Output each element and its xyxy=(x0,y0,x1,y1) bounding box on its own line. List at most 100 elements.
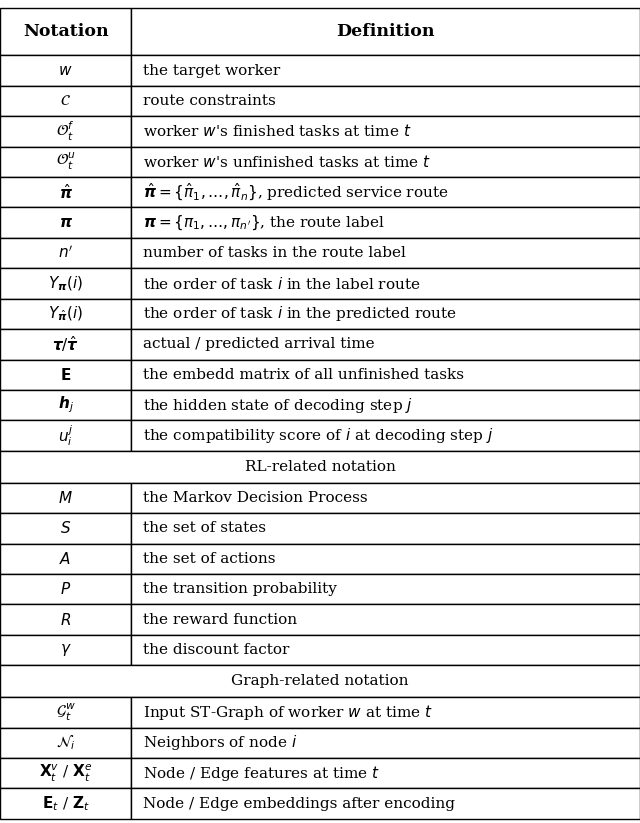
Text: $\mathcal{O}_t^f$: $\mathcal{O}_t^f$ xyxy=(56,120,75,143)
Bar xyxy=(131,788,640,819)
Bar xyxy=(131,268,640,299)
Text: the hidden state of decoding step $j$: the hidden state of decoding step $j$ xyxy=(143,396,413,415)
Text: $S$: $S$ xyxy=(60,520,71,537)
Text: $n'$: $n'$ xyxy=(58,244,73,262)
Text: number of tasks in the route label: number of tasks in the route label xyxy=(143,246,406,260)
Bar xyxy=(131,697,640,728)
Bar xyxy=(0,697,131,728)
Bar xyxy=(0,665,640,697)
Bar xyxy=(0,635,131,665)
Text: $w$: $w$ xyxy=(58,63,73,77)
Bar xyxy=(131,483,640,514)
Text: Definition: Definition xyxy=(337,23,435,40)
Bar xyxy=(131,329,640,360)
Bar xyxy=(0,728,131,758)
Text: $\mathbf{X}_t^v$ / $\mathbf{X}_t^e$: $\mathbf{X}_t^v$ / $\mathbf{X}_t^e$ xyxy=(39,763,92,783)
Bar xyxy=(0,574,131,604)
Bar xyxy=(0,451,640,483)
Text: $R$: $R$ xyxy=(60,611,71,628)
Bar xyxy=(131,544,640,574)
Text: $\boldsymbol{h}_j$: $\boldsymbol{h}_j$ xyxy=(58,395,74,416)
Text: route constraints: route constraints xyxy=(143,94,275,108)
Bar xyxy=(0,758,131,788)
Bar xyxy=(0,329,131,360)
Text: the order of task $i$ in the label route: the order of task $i$ in the label route xyxy=(143,276,420,291)
Text: the set of states: the set of states xyxy=(143,522,266,536)
Bar xyxy=(0,604,131,635)
Bar xyxy=(0,116,131,146)
Text: $P$: $P$ xyxy=(60,581,71,597)
Text: the transition probability: the transition probability xyxy=(143,582,337,596)
Bar xyxy=(0,146,131,177)
Text: RL-related notation: RL-related notation xyxy=(244,460,396,474)
Bar xyxy=(131,574,640,604)
Bar xyxy=(131,635,640,665)
Text: $Y_{\hat{\boldsymbol{\pi}}}(i)$: $Y_{\hat{\boldsymbol{\pi}}}(i)$ xyxy=(48,305,83,323)
Bar xyxy=(131,360,640,390)
Bar xyxy=(131,86,640,116)
Bar xyxy=(0,514,131,544)
Text: the embedd matrix of all unfinished tasks: the embedd matrix of all unfinished task… xyxy=(143,368,464,382)
Bar xyxy=(0,483,131,514)
Text: $u_i^j$: $u_i^j$ xyxy=(58,423,73,448)
Text: Notation: Notation xyxy=(23,23,108,40)
Text: the Markov Decision Process: the Markov Decision Process xyxy=(143,491,367,505)
Bar xyxy=(131,728,640,758)
Bar xyxy=(0,788,131,819)
Bar xyxy=(0,299,131,329)
Bar xyxy=(131,758,640,788)
Text: $\boldsymbol{\tau}/\hat{\boldsymbol{\tau}}$: $\boldsymbol{\tau}/\hat{\boldsymbol{\tau… xyxy=(52,334,79,355)
Text: $\boldsymbol{\pi}$: $\boldsymbol{\pi}$ xyxy=(59,216,72,230)
Text: Neighbors of node $i$: Neighbors of node $i$ xyxy=(143,733,297,752)
Text: $\mathcal{O}_t^u$: $\mathcal{O}_t^u$ xyxy=(56,151,76,172)
Bar xyxy=(0,238,131,268)
Bar xyxy=(0,177,131,207)
Bar xyxy=(0,421,131,451)
Bar xyxy=(0,207,131,238)
Bar xyxy=(0,360,131,390)
Text: the discount factor: the discount factor xyxy=(143,643,289,657)
Text: actual / predicted arrival time: actual / predicted arrival time xyxy=(143,337,374,351)
Bar xyxy=(131,8,640,55)
Text: $\mathcal{C}$: $\mathcal{C}$ xyxy=(60,94,71,108)
Text: $\mathcal{G}_t^w$: $\mathcal{G}_t^w$ xyxy=(56,702,76,723)
Bar xyxy=(0,268,131,299)
Text: the set of actions: the set of actions xyxy=(143,551,275,565)
Text: $\hat{\boldsymbol{\pi}} = \{\hat{\pi}_1, \ldots, \hat{\pi}_n\}$, predicted servi: $\hat{\boldsymbol{\pi}} = \{\hat{\pi}_1,… xyxy=(143,182,449,203)
Text: the reward function: the reward function xyxy=(143,612,297,626)
Text: $\hat{\boldsymbol{\pi}}$: $\hat{\boldsymbol{\pi}}$ xyxy=(59,183,72,202)
Text: $\gamma$: $\gamma$ xyxy=(60,642,72,658)
Bar xyxy=(131,238,640,268)
Bar xyxy=(131,514,640,544)
Bar xyxy=(131,116,640,146)
Text: Graph-related notation: Graph-related notation xyxy=(231,674,409,688)
Bar xyxy=(131,207,640,238)
Bar xyxy=(0,8,131,55)
Text: $A$: $A$ xyxy=(60,551,72,567)
Text: worker $w$'s unfinished tasks at time $t$: worker $w$'s unfinished tasks at time $t… xyxy=(143,154,431,170)
Bar xyxy=(0,86,131,116)
Text: the target worker: the target worker xyxy=(143,63,280,77)
Text: $\mathcal{N}_i$: $\mathcal{N}_i$ xyxy=(56,733,76,752)
Bar xyxy=(131,390,640,421)
Bar xyxy=(0,544,131,574)
Text: $\boldsymbol{\pi} = \{\pi_1, \ldots, \pi_{n'}\}$, the route label: $\boldsymbol{\pi} = \{\pi_1, \ldots, \pi… xyxy=(143,213,385,232)
Text: Node / Edge embeddings after encoding: Node / Edge embeddings after encoding xyxy=(143,797,454,811)
Text: Node / Edge features at time $t$: Node / Edge features at time $t$ xyxy=(143,764,380,783)
Bar xyxy=(131,146,640,177)
Text: $M$: $M$ xyxy=(58,490,73,506)
Text: the order of task $i$ in the predicted route: the order of task $i$ in the predicted r… xyxy=(143,305,457,323)
Text: the compatibility score of $i$ at decoding step $j$: the compatibility score of $i$ at decodi… xyxy=(143,426,493,445)
Bar xyxy=(131,299,640,329)
Bar xyxy=(131,421,640,451)
Bar xyxy=(0,390,131,421)
Text: Input ST-Graph of worker $w$ at time $t$: Input ST-Graph of worker $w$ at time $t$ xyxy=(143,703,433,722)
Text: worker $w$'s finished tasks at time $t$: worker $w$'s finished tasks at time $t$ xyxy=(143,123,412,139)
Bar xyxy=(131,604,640,635)
Text: $Y_{\boldsymbol{\pi}}(i)$: $Y_{\boldsymbol{\pi}}(i)$ xyxy=(48,274,83,293)
Bar xyxy=(131,55,640,86)
Bar xyxy=(0,55,131,86)
Text: $\mathbf{E}$: $\mathbf{E}$ xyxy=(60,367,71,383)
Text: $\mathbf{E}_t$ / $\mathbf{Z}_t$: $\mathbf{E}_t$ / $\mathbf{Z}_t$ xyxy=(42,794,90,813)
Bar xyxy=(131,177,640,207)
